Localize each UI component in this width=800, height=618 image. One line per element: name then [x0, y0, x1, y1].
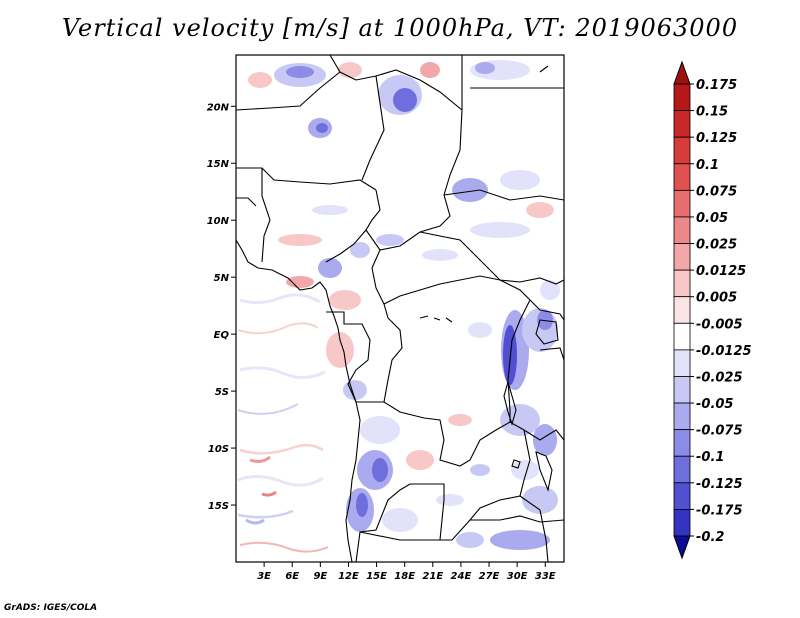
- border-line: [443, 189, 564, 201]
- colorbar-top-arrow: [673, 60, 691, 85]
- longitude-ticks: 3E 6E 9E 12E 15E 18E 21E 24E 27E 30E 33E: [257, 562, 556, 582]
- colorbar-label: -0.2: [696, 530, 724, 545]
- lat-tick-label: 20N: [207, 102, 230, 113]
- colorbar-label: -0.005: [696, 317, 743, 332]
- colorbar-label: -0.05: [696, 397, 733, 412]
- lake-outline: [535, 319, 559, 345]
- lake-outline: [419, 315, 453, 323]
- lon-tick-label: 21E: [422, 571, 443, 582]
- colorbar-segment: [673, 269, 691, 298]
- colorbar-segment: [673, 216, 691, 244]
- lake-outline: [539, 65, 549, 73]
- lon-tick-label: 33E: [535, 571, 556, 582]
- colorbar-segment: [673, 110, 691, 138]
- colorbar-segment: [673, 509, 691, 537]
- lake-outline: [503, 379, 517, 426]
- lake-outline: [511, 459, 521, 469]
- border-line: [371, 249, 501, 305]
- border-line: [470, 515, 564, 523]
- border-line: [383, 303, 403, 403]
- colorbar-label: -0.125: [696, 477, 743, 492]
- colorbar-segment: [673, 83, 691, 111]
- colorbar-segment: [673, 163, 691, 191]
- lon-tick-label: 6E: [285, 571, 299, 582]
- lat-tick-label: 5S: [215, 387, 229, 398]
- lat-tick-label: 10N: [207, 216, 230, 227]
- lat-tick-label: 5N: [214, 273, 230, 284]
- colorbar-label: -0.1: [696, 450, 724, 465]
- colorbar-segment: [673, 243, 691, 271]
- map-background: [236, 55, 564, 562]
- colorbar-label: -0.025: [696, 370, 743, 385]
- grads-credit: GrADS: IGES/COLA: [4, 603, 98, 613]
- border-line: [355, 69, 463, 111]
- border-line: [499, 279, 531, 422]
- colorbar-label: 0.075: [696, 184, 737, 199]
- colorbar-label: -0.075: [696, 424, 743, 439]
- lon-tick-label: 3E: [257, 571, 271, 582]
- lon-tick-label: 9E: [313, 571, 327, 582]
- lon-tick-label: 12E: [338, 571, 359, 582]
- colorbar: 0.175 0.15 0.125 0.1 0.075 0.05 0.025 0.0125 0.0…: [673, 60, 752, 560]
- colorbar-label: 0.005: [696, 291, 737, 306]
- ocean-speckle: [237, 293, 329, 553]
- border-line: [326, 311, 371, 403]
- lat-tick-label: 15S: [208, 501, 229, 512]
- lat-tick-label: 10S: [208, 444, 229, 455]
- colorbar-segment: [673, 296, 691, 324]
- colorbar-label: 0.175: [696, 78, 737, 93]
- border-line: [523, 429, 564, 441]
- border-line: [539, 347, 564, 361]
- borders: [236, 55, 564, 562]
- border-line: [236, 197, 257, 207]
- coastline-west: [236, 239, 361, 562]
- colorbar-label: -0.0125: [696, 344, 752, 359]
- lat-tick-label: EQ: [214, 330, 230, 341]
- colorbar-segment: [673, 189, 691, 218]
- lon-tick-label: 24E: [451, 571, 472, 582]
- border-line: [519, 495, 549, 562]
- border-line: [359, 531, 440, 541]
- border-line: [443, 109, 463, 196]
- lon-tick-label: 18E: [394, 571, 415, 582]
- border-line: [329, 55, 341, 73]
- colorbar-segment: [673, 402, 691, 431]
- colorbar-segment: [673, 376, 691, 404]
- lon-tick-label: 30E: [507, 571, 528, 582]
- border-line: [529, 299, 564, 321]
- colorbar-label: -0.175: [696, 503, 743, 518]
- colorbar-bottom-arrow: [673, 535, 691, 560]
- colorbar-segment: [673, 482, 691, 510]
- colorbar-segment: [673, 349, 691, 377]
- colorbar-label: 0.15: [696, 105, 728, 120]
- colorbar-label: 0.125: [696, 131, 737, 146]
- border-line: [236, 71, 357, 111]
- colorbar-label: 0.05: [696, 211, 728, 226]
- colorbar-segment: [673, 322, 691, 351]
- border-line: [361, 75, 385, 181]
- border-line: [261, 168, 271, 263]
- border-line: [419, 231, 564, 285]
- lake-outline: [535, 451, 553, 492]
- colorbar-segment: [673, 136, 691, 165]
- colorbar-label: 0.1: [696, 158, 719, 173]
- colorbar-label: 0.025: [696, 238, 737, 253]
- lon-tick-label: 27E: [479, 571, 500, 582]
- latitude-ticks: 20N 15N 10N 5N EQ 5S 10S 15S: [207, 102, 236, 512]
- border-line: [356, 401, 525, 467]
- lat-tick-label: 15N: [207, 159, 230, 170]
- colorbar-segment: [673, 429, 691, 457]
- lon-tick-label: 15E: [366, 571, 387, 582]
- colorbar-segment: [673, 455, 691, 484]
- map-frame: [235, 54, 565, 563]
- map-title: Vertical velocity [m/s] at 1000hPa, VT: …: [61, 14, 739, 42]
- colorbar-label: 0.0125: [696, 264, 746, 279]
